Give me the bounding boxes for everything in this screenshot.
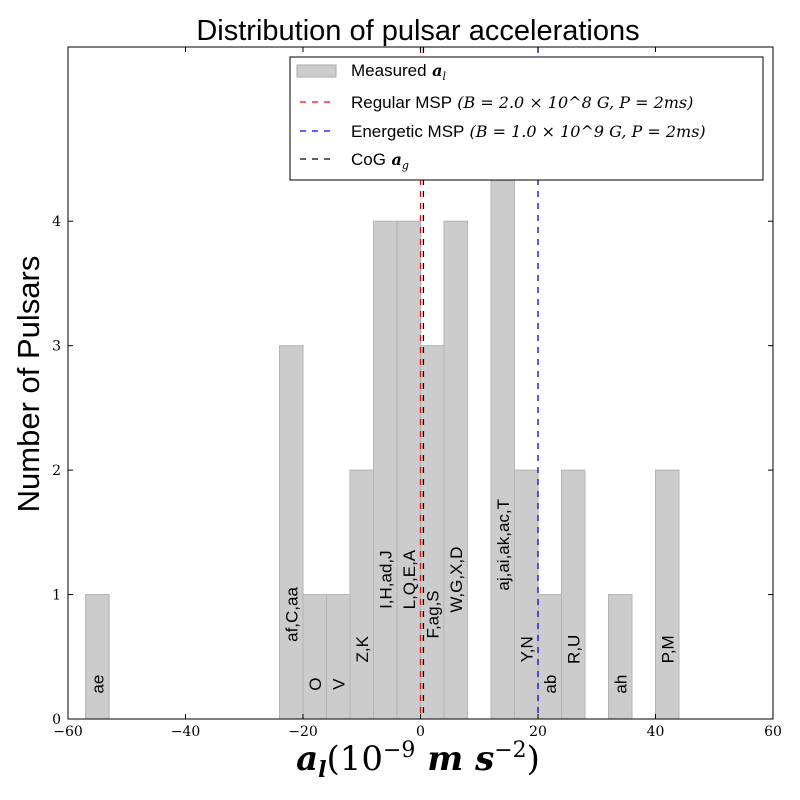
bin-label: P,M [658, 635, 677, 663]
x-tick-label: 60 [764, 724, 782, 740]
y-tick-label: 2 [52, 463, 61, 479]
histogram-bar [537, 594, 562, 720]
y-tick-label: 0 [52, 712, 61, 728]
histogram-bar [85, 594, 110, 720]
legend-measured-swatch [296, 64, 337, 78]
x-tick-label: 40 [647, 724, 665, 740]
bin-label: L,Q,E,A [400, 549, 419, 609]
bin-label: ae [88, 675, 107, 694]
legend-energetic-msp-label: Energetic MSP (B = 1.0 × 10^9 G, P = 2ms… [351, 122, 706, 141]
bin-label: af,C,aa [282, 587, 301, 642]
histogram-bar [302, 594, 327, 720]
legend-cog-label: CoG ag [351, 150, 409, 172]
x-axis-label: al(10−9 m s−2) [296, 738, 540, 783]
bin-label: W,G,X,D [447, 547, 466, 613]
histogram-bar [608, 594, 633, 720]
bin-label: Y,N [517, 636, 536, 662]
bin-label: I,H,ad,J [376, 550, 395, 609]
bin-label: V [329, 678, 348, 690]
bin-label: R,U [564, 635, 583, 664]
legend: Measured al Regular MSP (B = 2.0 × 10^8 … [289, 56, 764, 181]
x-tick-label: 0 [416, 724, 425, 740]
y-axis-label: Number of Pulsars [11, 256, 46, 513]
x-tick-label: −60 [53, 724, 83, 740]
x-tick-label: −20 [288, 724, 318, 740]
y-tick-label: 3 [52, 339, 61, 355]
legend-box [289, 56, 764, 181]
axis-ticks: −60 −40 −20 0 20 40 60 0 1 2 3 4 [52, 47, 782, 740]
histogram-bar [514, 469, 539, 720]
bin-label: aj,ai,ak,ac,T [494, 499, 513, 591]
legend-measured-label: Measured al [351, 61, 447, 83]
histogram-bar [279, 345, 304, 720]
bin-label: ab [541, 675, 560, 694]
histogram-bar [443, 220, 468, 720]
histogram-bar [561, 469, 586, 720]
y-tick-label: 1 [52, 588, 61, 604]
bin-label: O [306, 678, 325, 691]
histogram-bar [349, 469, 374, 720]
histogram-bar [326, 594, 351, 720]
x-tick-label: 20 [529, 724, 547, 740]
x-axis-label-text: al(10−9 m s−2) [296, 738, 540, 783]
histogram-bar [373, 220, 398, 720]
chart-title: Distribution of pulsar accelerations [196, 15, 639, 47]
y-axis-label-text: Number of Pulsars [11, 256, 46, 513]
y-tick-label: 4 [52, 214, 61, 230]
histogram-bar [490, 96, 515, 720]
legend-regular-msp-label: Regular MSP (B = 2.0 × 10^8 G, P = 2ms) [351, 93, 693, 112]
bin-label: ah [611, 675, 630, 694]
histogram-bar [396, 220, 421, 720]
bin-label: Z,K [353, 635, 372, 662]
bin-label: F,ag,S [423, 590, 442, 638]
x-tick-label: −40 [171, 724, 201, 740]
histogram-bars [85, 96, 680, 720]
histogram-bar [655, 469, 680, 720]
bin-labels: ae af,C,aa O V Z,K I,H,ad,J L,Q,E,AF,ag,S W,G,X… [88, 499, 677, 694]
